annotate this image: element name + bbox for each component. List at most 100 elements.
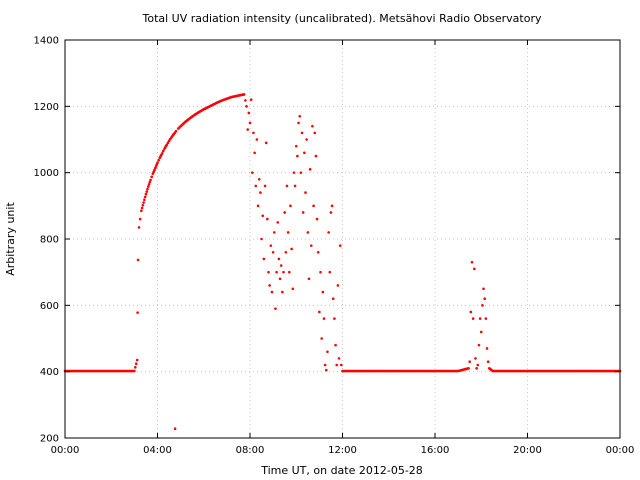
- data-point: [467, 367, 470, 370]
- data-point: [278, 277, 282, 281]
- data-point: [326, 350, 329, 354]
- data-point: [321, 290, 325, 294]
- data-point: [136, 311, 139, 314]
- data-point-interp: [140, 206, 144, 210]
- data-point: [285, 184, 289, 188]
- data-point-interp: [166, 141, 170, 145]
- data-point: [299, 171, 303, 174]
- y-tick-label: 1400: [34, 36, 59, 47]
- plot-frame: [64, 39, 621, 439]
- data-point: [261, 214, 265, 218]
- data-point-interp: [143, 195, 147, 199]
- y-tick-label: 600: [40, 301, 59, 312]
- data-point: [471, 317, 475, 320]
- data-point-interp: [143, 198, 146, 202]
- data-point: [291, 287, 295, 291]
- x-tick-label: 16:00: [421, 445, 450, 456]
- data-point: [286, 231, 290, 234]
- data-point-interp: [150, 175, 154, 179]
- data-point: [338, 244, 342, 247]
- data-point: [329, 211, 333, 214]
- data-point: [334, 343, 337, 347]
- y-tick-label: 1200: [34, 102, 59, 113]
- data-point: [474, 357, 477, 360]
- data-point: [476, 363, 480, 367]
- data-point: [133, 369, 136, 373]
- data-point: [173, 427, 177, 431]
- data-point: [256, 204, 260, 208]
- data-point: [257, 178, 261, 181]
- data-point: [271, 250, 275, 254]
- data-point: [294, 144, 298, 148]
- data-point: [264, 141, 268, 145]
- data-point: [269, 244, 273, 247]
- data-point: [330, 204, 334, 208]
- data-point: [282, 270, 285, 274]
- x-tick-label: 12:00: [328, 445, 357, 456]
- data-point: [307, 277, 311, 281]
- data-point: [136, 258, 140, 262]
- data-point: [275, 270, 278, 274]
- data-point-interp: [147, 183, 151, 186]
- data-point: [304, 191, 307, 194]
- data-point: [301, 211, 305, 214]
- data-point: [293, 184, 297, 188]
- data-point-interp: [161, 149, 165, 153]
- data-point: [255, 138, 259, 141]
- data-point: [138, 217, 142, 221]
- data-point: [335, 363, 339, 367]
- chart-title: Total UV radiation intensity (uncalibrat…: [142, 12, 542, 25]
- data-point: [276, 221, 280, 224]
- data-point: [174, 129, 178, 133]
- data-point: [144, 192, 148, 196]
- data-point: [156, 161, 159, 165]
- data-point: [327, 231, 330, 234]
- data-point: [306, 231, 310, 234]
- data-point: [303, 151, 306, 155]
- data-point-interp: [145, 190, 149, 193]
- data-point: [248, 121, 252, 125]
- data-point: [254, 184, 258, 188]
- data-point: [137, 226, 141, 229]
- y-tick-label: 1000: [34, 168, 59, 179]
- data-point-interp: [157, 158, 160, 162]
- x-tick-label: 08:00: [236, 445, 265, 456]
- data-point: [245, 105, 248, 108]
- data-point-interp: [146, 187, 149, 191]
- data-point: [318, 310, 321, 314]
- data-point: [468, 360, 471, 364]
- data-point: [314, 154, 318, 158]
- data-point: [259, 191, 262, 194]
- data-point: [283, 211, 286, 214]
- grid-layer: [65, 40, 620, 438]
- data-point: [323, 363, 327, 367]
- data-point: [266, 217, 269, 221]
- data-point: [281, 290, 284, 294]
- data-point: [485, 347, 489, 350]
- data-point: [246, 128, 249, 131]
- data-point: [475, 367, 478, 370]
- x-tick-label: 20:00: [513, 445, 542, 456]
- data-point: [340, 363, 343, 367]
- x-tick-label: 00:00: [51, 445, 80, 456]
- data-point: [288, 270, 291, 274]
- data-point: [486, 360, 490, 364]
- data-point: [272, 231, 276, 234]
- data-point: [300, 131, 304, 135]
- data-point: [483, 297, 487, 301]
- data-point: [277, 257, 281, 261]
- data-point: [484, 317, 488, 320]
- data-point: [312, 204, 315, 208]
- data-point: [290, 247, 293, 251]
- data-point: [135, 358, 139, 362]
- y-tick-label: 200: [40, 434, 59, 445]
- data-point: [481, 304, 484, 307]
- data-point: [325, 368, 328, 372]
- data-point: [470, 260, 474, 264]
- data-point: [469, 310, 473, 314]
- data-point: [262, 257, 266, 261]
- data-point: [313, 131, 317, 135]
- data-point: [247, 111, 251, 115]
- data-point: [160, 152, 164, 155]
- data-point: [477, 343, 481, 347]
